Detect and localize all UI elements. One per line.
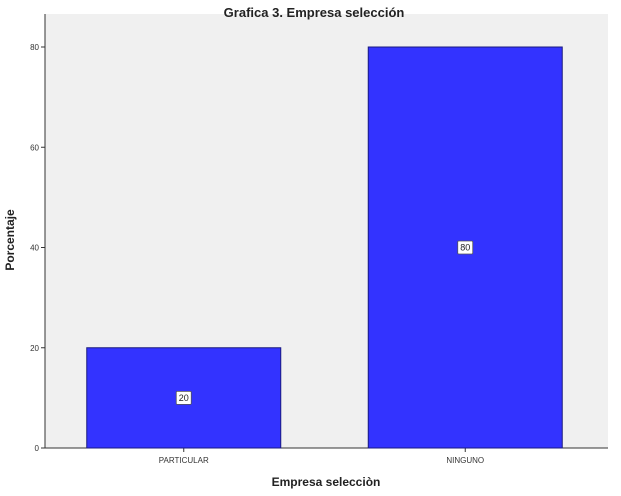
y-tick-label: 0 <box>35 444 40 453</box>
x-tick-label: NINGUNO <box>446 456 484 465</box>
data-label-ninguno: 80 <box>457 240 474 255</box>
y-tick-label: 80 <box>30 43 39 52</box>
x-axis: PARTICULAR NINGUNO <box>45 447 608 465</box>
data-label-value: 20 <box>179 393 189 403</box>
y-tick-label: 60 <box>30 143 39 152</box>
data-label-box <box>457 240 474 255</box>
x-axis-title: Empresa selecciòn <box>272 475 381 489</box>
chart-title: Grafica 3. Empresa selección <box>224 5 405 20</box>
y-axis-title: Porcentaje <box>3 209 17 271</box>
data-label-box <box>175 390 192 405</box>
data-label-particular: 20 <box>175 390 192 405</box>
y-tick-label: 20 <box>30 344 39 353</box>
data-label-value: 80 <box>460 243 470 253</box>
y-tick-label: 40 <box>30 244 39 253</box>
x-tick-label: PARTICULAR <box>159 456 209 465</box>
y-axis: 0 20 40 60 80 <box>30 14 46 453</box>
